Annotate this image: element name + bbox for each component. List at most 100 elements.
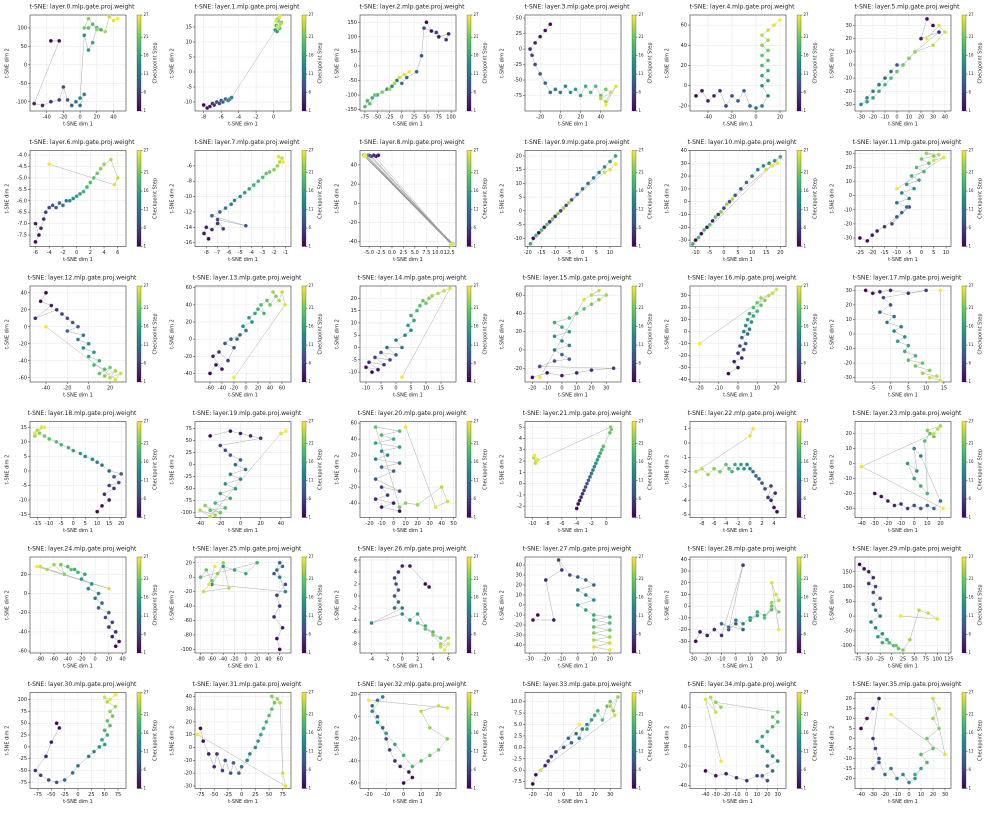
point <box>704 225 709 230</box>
point <box>918 506 923 511</box>
point <box>422 26 427 31</box>
colorbar-tick-label: 11 <box>804 342 810 347</box>
subplot: t-SNE: layer.7.mlp.gate.proj.weight-8 -7-… <box>170 139 324 263</box>
point <box>201 739 206 744</box>
colorbar-tick-label: 21 <box>969 170 975 175</box>
point <box>596 297 601 302</box>
colorbar-tick-label: 11 <box>969 613 975 618</box>
x-tick-label: -10 <box>382 792 390 798</box>
point <box>111 486 116 491</box>
x-tick-label: 75 <box>923 657 929 663</box>
y-tick-label: 15 <box>351 308 357 314</box>
point <box>379 465 384 470</box>
y-axis-label: t-SNE dim 2 <box>5 184 11 214</box>
point <box>776 627 781 632</box>
point <box>598 96 603 101</box>
y-tick-label: 30 <box>846 151 852 157</box>
point <box>864 99 869 104</box>
y-tick-label: -10 <box>844 756 852 762</box>
point <box>278 22 283 27</box>
x-axis-label: t-SNE dim 1 <box>723 528 753 534</box>
y-tick-label: 5 <box>849 726 852 732</box>
y-tick-label: 20 <box>681 174 687 180</box>
point <box>703 768 708 773</box>
point <box>580 186 585 191</box>
x-tick-label: -8 <box>201 115 206 121</box>
point <box>741 621 746 626</box>
point <box>925 491 930 496</box>
colorbar-tick-label: 21 <box>309 34 315 39</box>
subplot: t-SNE: layer.1.mlp.gate.proj.weight-8 -6-… <box>170 4 324 128</box>
colorbar-tick-label: 11 <box>639 613 645 618</box>
point <box>78 191 83 196</box>
x-axis-label: t-SNE dim 1 <box>888 257 918 263</box>
point <box>213 501 218 506</box>
point <box>397 461 402 466</box>
point <box>870 706 875 711</box>
point <box>535 612 540 617</box>
y-axis-label: t-SNE dim 2 <box>170 455 176 485</box>
x-tick-label: 40 <box>267 386 273 392</box>
y-axis-label: t-SNE dim 2 <box>500 184 506 214</box>
colorbar-tick-label: 27 <box>144 283 150 288</box>
point <box>83 454 88 459</box>
x-tick-label: 15 <box>941 386 947 392</box>
x-tick-label: 25 <box>411 115 417 121</box>
colorbar-tick-label: 11 <box>144 478 150 483</box>
point <box>57 201 62 206</box>
plot-frame <box>29 14 127 112</box>
x-tick-label: 20 <box>254 657 260 663</box>
y-tick-label: 0 <box>24 744 27 750</box>
point <box>591 630 596 635</box>
colorbar-tick-label: 1 <box>639 108 642 113</box>
point <box>400 375 405 380</box>
colorbar-tick-label: 16 <box>804 53 810 58</box>
point <box>926 161 931 166</box>
point <box>918 752 923 757</box>
y-tick-label: -20 <box>184 354 192 360</box>
y-tick-label: 15 <box>846 706 852 712</box>
colorbar-tick-label: 21 <box>969 441 975 446</box>
point <box>912 476 917 481</box>
point <box>567 357 572 362</box>
x-tick-label: -50 <box>373 115 381 121</box>
y-axis-label: t-SNE dim 2 <box>335 48 341 78</box>
point <box>921 169 926 174</box>
y-axis-label: t-SNE dim 2 <box>5 726 11 756</box>
plot-frame <box>359 421 457 518</box>
point <box>392 742 397 747</box>
point <box>735 98 740 103</box>
point <box>772 158 777 163</box>
y-tick-label: -40 <box>349 239 357 245</box>
x-tick-label: -8 <box>545 521 550 527</box>
colorbar-tick-label: 11 <box>309 207 315 212</box>
plot-frame <box>854 285 952 383</box>
point <box>733 621 738 626</box>
colorbar-tick-label: 21 <box>144 576 150 581</box>
point <box>530 375 535 380</box>
subplot-title: t-SNE: layer.28.mlp.gate.proj.weight <box>688 546 797 553</box>
point <box>566 200 571 205</box>
y-tick-label: 10 <box>351 320 357 326</box>
y-tick-label: 0 <box>684 604 687 610</box>
x-tick-label: 0 <box>400 115 403 121</box>
colorbar <box>796 556 802 654</box>
point <box>743 341 748 346</box>
point <box>607 620 612 625</box>
y-axis-label: t-SNE dim 2 <box>830 590 836 620</box>
point <box>552 348 557 353</box>
x-axis-label: t-SNE dim 1 <box>558 393 588 399</box>
point <box>397 509 402 514</box>
point <box>872 491 877 496</box>
point <box>373 497 378 502</box>
point <box>608 704 613 709</box>
point <box>738 186 743 191</box>
point <box>582 297 587 302</box>
point <box>703 697 708 702</box>
point <box>97 371 102 376</box>
point <box>233 462 238 467</box>
colorbar-tick-label: 1 <box>804 515 807 520</box>
x-tick-label: -40 <box>43 115 51 121</box>
colorbar-label: Checkpoint Step <box>483 449 489 490</box>
point <box>553 214 558 219</box>
